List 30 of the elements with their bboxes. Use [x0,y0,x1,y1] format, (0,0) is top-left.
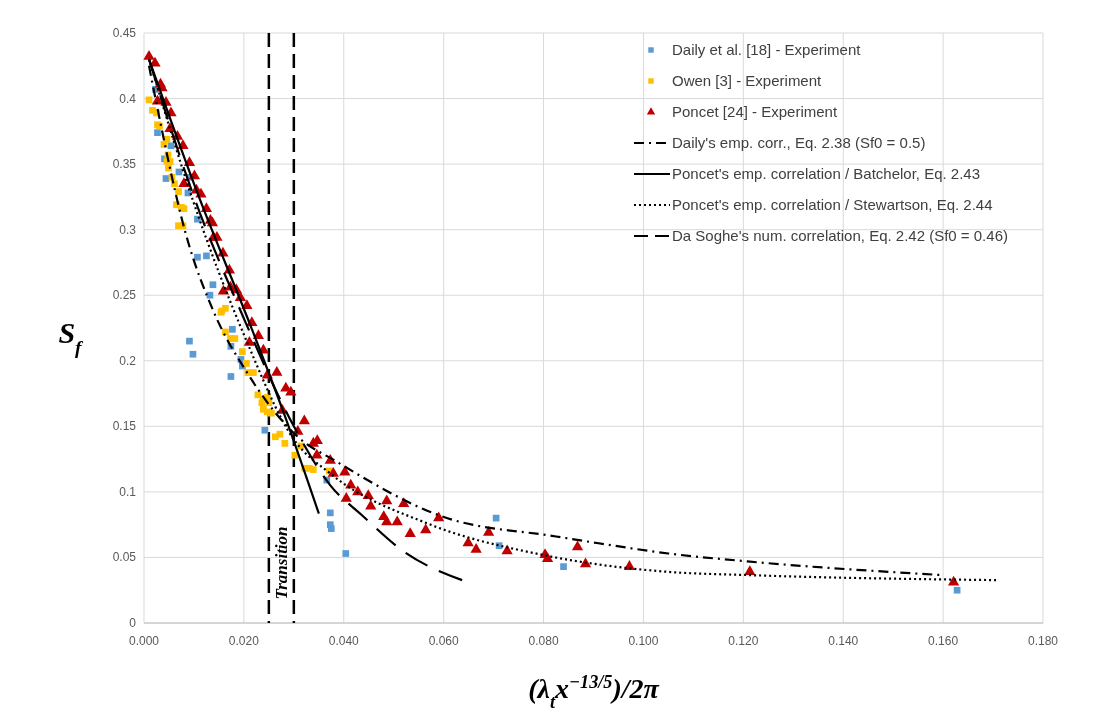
x-tick-label: 0.160 [928,634,959,648]
annotation: Transition [272,526,292,600]
x-tick-label: 0.020 [228,634,260,648]
x-tick-label: 0.040 [328,634,360,648]
x-tick-label: 0.180 [1027,634,1059,648]
y-tick-label: 0.35 [112,157,137,172]
legend-label: Daily's emp. corr., Eq. 2.38 (Sf0 = 0.5) [672,134,926,151]
legend-label: Daily et al. [18] - Experiment [672,41,862,58]
x-tick-label: 0.080 [528,634,559,648]
legend-label: Poncet's emp. correlation / Batchelor, Eq. 2.43 [672,165,981,182]
y-tick-label: 0.3 [119,222,137,237]
y-tick-label: 0 [129,616,137,630]
y-tick-label: 0.45 [112,26,137,40]
y-axis-title: S$_{f}$ [58,316,85,358]
y-tick-label: 0.2 [119,353,137,368]
x-tick-label: 0.140 [828,634,859,648]
x-tick-label: 0.060 [428,634,460,648]
y-tick-label: 0.15 [112,419,137,434]
x-tick-label: 0.120 [728,634,759,648]
y-tick-label: 0.1 [119,484,137,499]
y-tick-label: 0.05 [112,550,137,565]
legend-label: Owen [3] - Experiment [672,72,823,89]
x-axis-title: (λ$_{t}$x$^{−13/5}$)/2π [528,672,660,712]
y-tick-label: 0.4 [119,91,137,106]
y-tick-label: 0.25 [112,288,137,303]
x-tick-label: 0.100 [628,634,659,648]
legend-label: Da Soghe's num. correlation, Eq. 2.42 (Sf0 = 0.46) [672,227,1008,244]
legend-label: Poncet [24] - Experiment [672,103,838,120]
x-tick-label: 0.000 [128,634,160,648]
legend-label: Poncet's emp. correlation / Stewartson, Eq. 2.44 [672,196,993,213]
